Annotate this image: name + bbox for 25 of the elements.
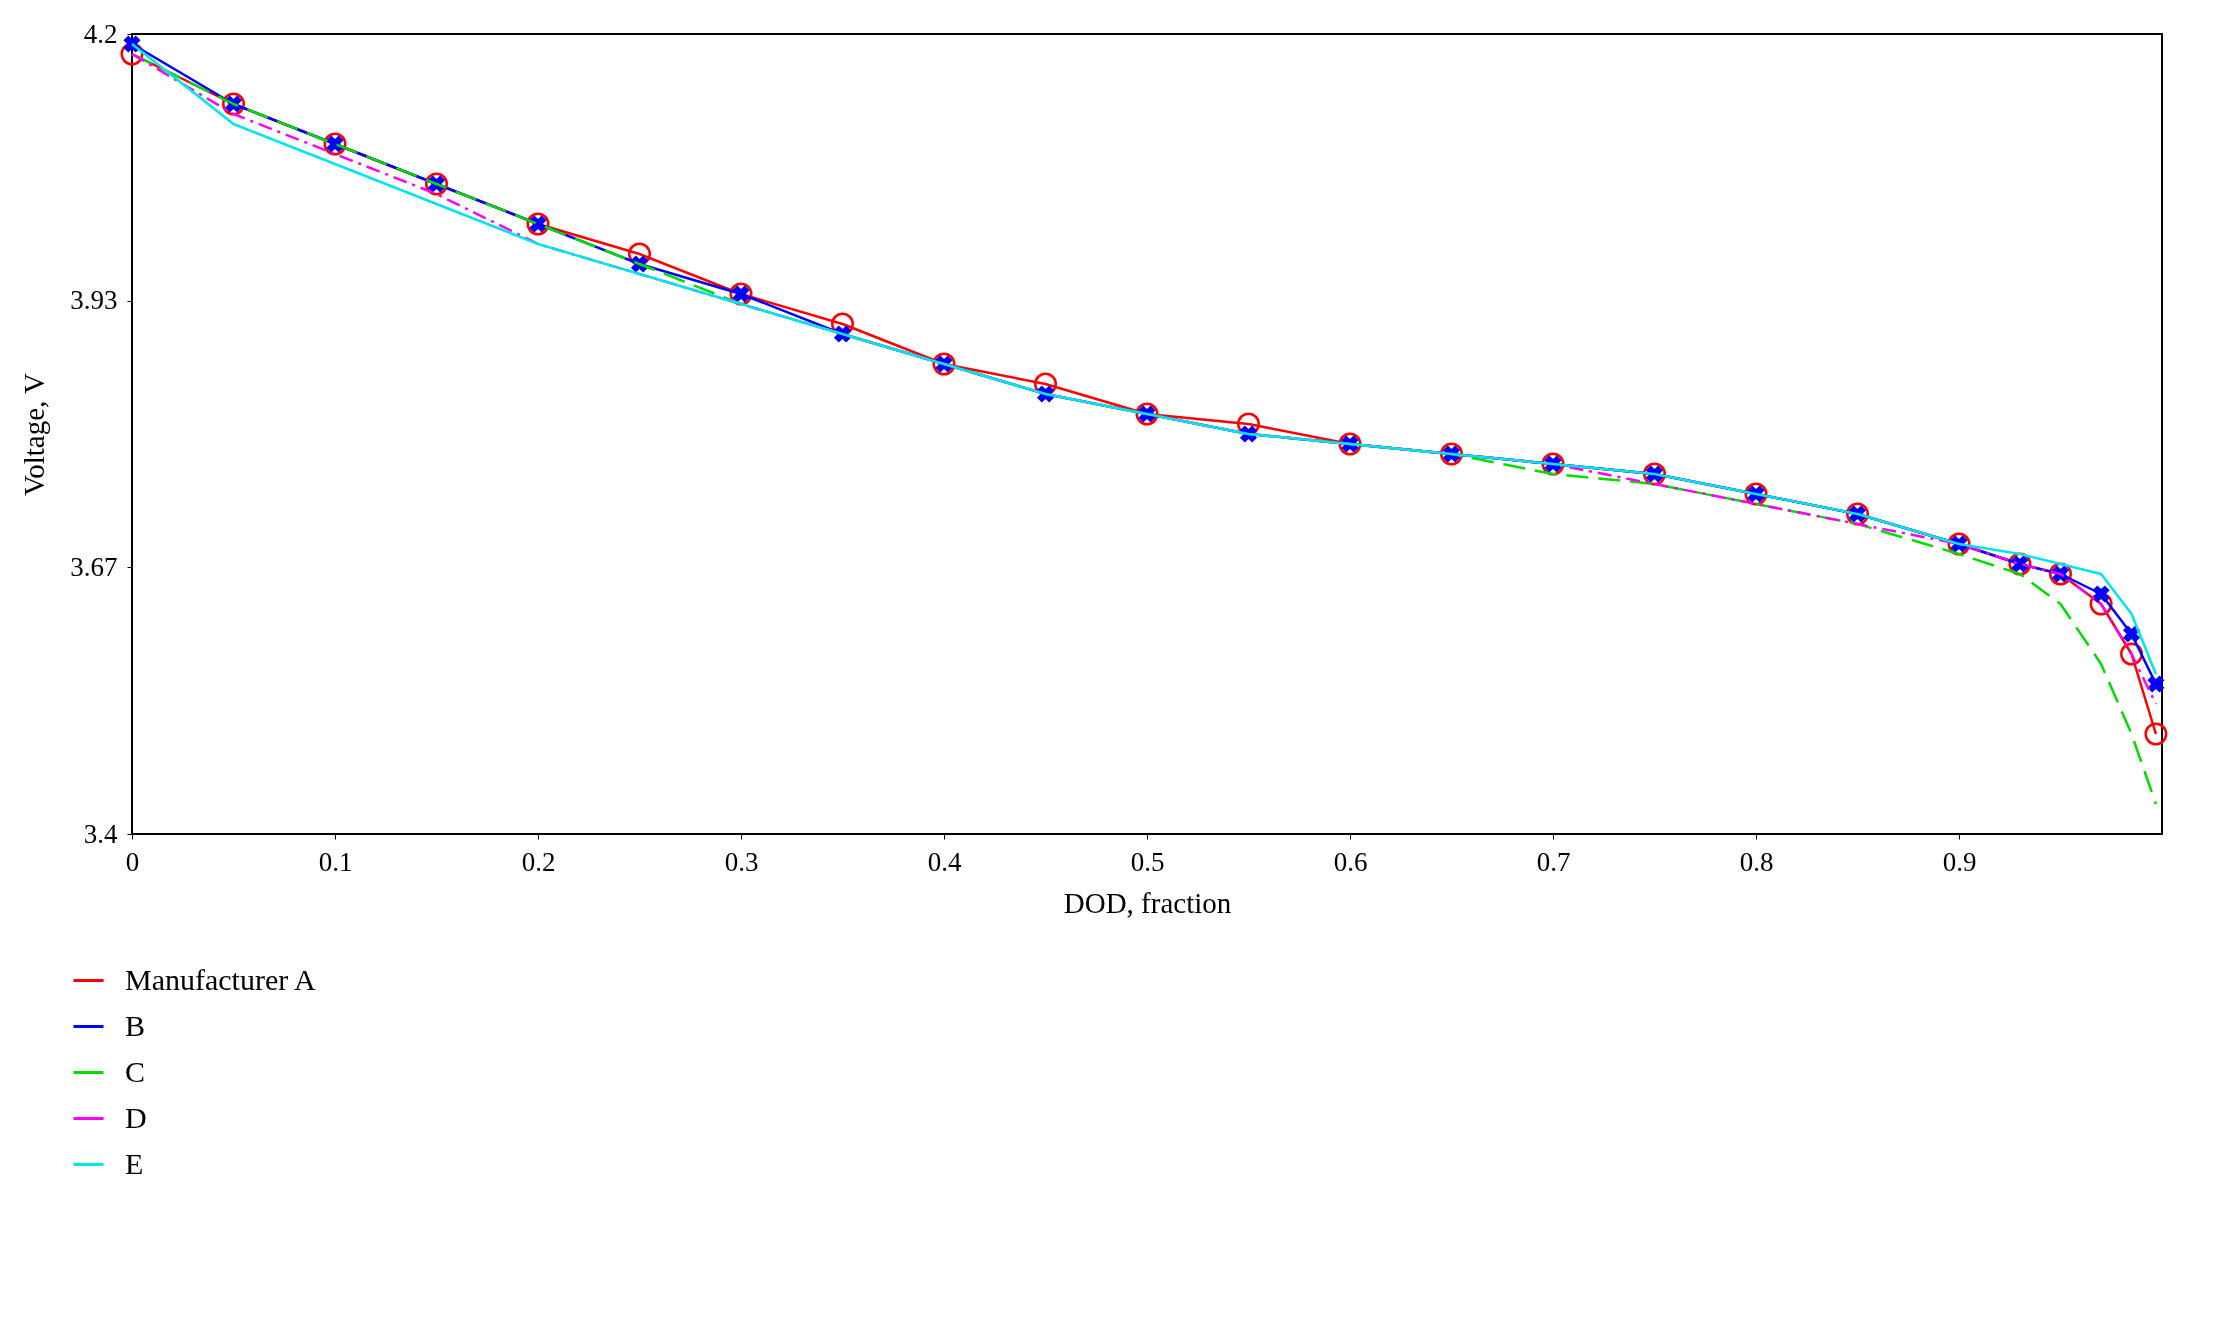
y-tick-label: 3.93 — [70, 285, 118, 316]
legend-label: B — [125, 1008, 146, 1042]
y-tick-label: 4.2 — [83, 18, 118, 49]
y-tick-label: 3.4 — [83, 818, 118, 849]
x-tick-label: 0.6 — [1333, 846, 1368, 877]
x-tick-label: 0 — [125, 846, 140, 877]
point — [2144, 722, 2168, 746]
y-tick-label: 3.67 — [70, 551, 118, 582]
x-tick-label: 0.9 — [1942, 846, 1977, 877]
x-tick-label: 0.5 — [1130, 846, 1165, 877]
x-tick-label: 0.7 — [1536, 846, 1571, 877]
x-tick-label: 0.1 — [318, 846, 353, 877]
legend-label: E — [125, 1146, 144, 1180]
y-axis-title: Voltage, V — [18, 372, 51, 496]
x-tick-label: 0.4 — [927, 846, 962, 877]
x-axis-title: DOD, fraction — [1063, 886, 1232, 919]
legend-label: C — [125, 1054, 146, 1088]
point — [2122, 625, 2141, 643]
legend-label: D — [125, 1100, 147, 1134]
x-tick-label: 0.2 — [521, 846, 556, 877]
point — [2092, 585, 2110, 603]
x-tick-label: 0.8 — [1739, 846, 1774, 877]
legend-label: Manufacturer A — [125, 962, 317, 996]
point — [2147, 675, 2165, 693]
x-tick-label: 0.3 — [724, 846, 759, 877]
